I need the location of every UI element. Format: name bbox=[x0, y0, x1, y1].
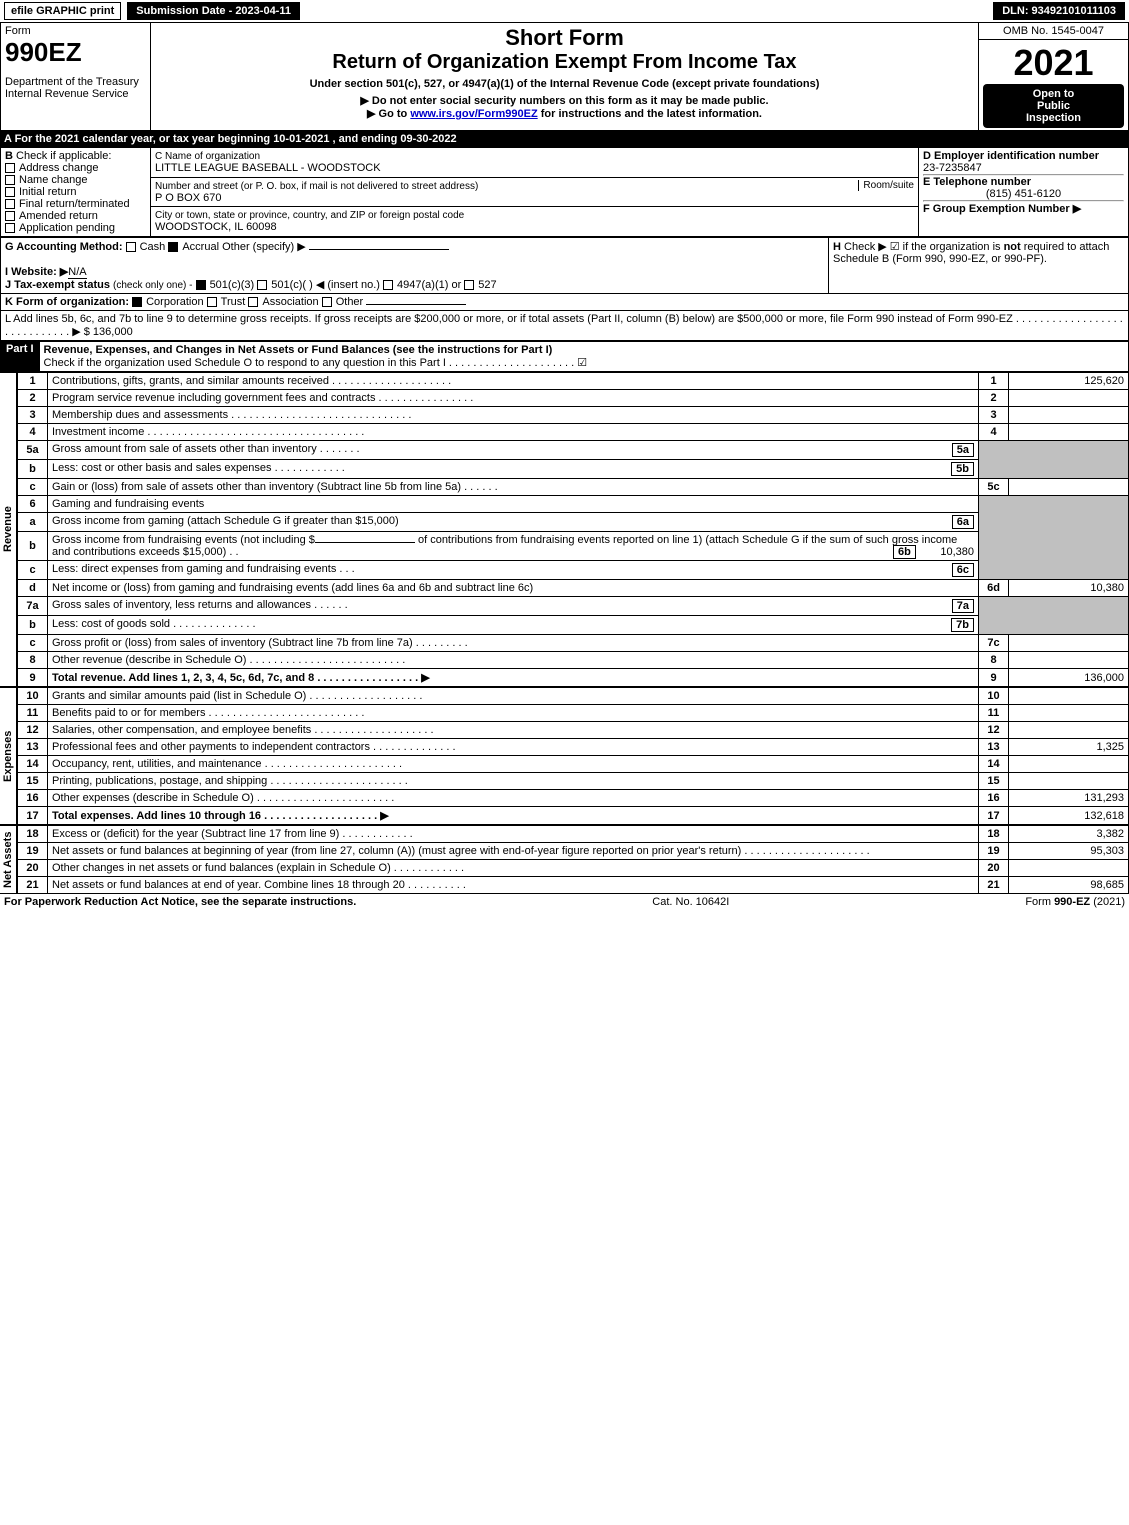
dln: DLN: 93492101011103 bbox=[993, 2, 1125, 20]
footer: For Paperwork Reduction Act Notice, see … bbox=[0, 894, 1129, 910]
section-k: K Form of organization: Corporation Trus… bbox=[0, 294, 1129, 311]
netassets-label: Net Assets bbox=[0, 825, 17, 894]
revenue-label: Revenue bbox=[0, 372, 17, 687]
note2-pre: ▶ Go to bbox=[367, 108, 410, 120]
expenses-label: Expenses bbox=[0, 687, 17, 825]
irs-link[interactable]: www.irs.gov/Form990EZ bbox=[410, 108, 537, 120]
website: N/A bbox=[68, 266, 86, 279]
topbar: efile GRAPHIC print Submission Date - 20… bbox=[0, 0, 1129, 22]
form-header: Form 990EZ Department of the Treasury In… bbox=[0, 22, 1129, 131]
omb: OMB No. 1545-0047 bbox=[979, 23, 1129, 40]
short-form-title: Short Form bbox=[155, 25, 974, 51]
irs: Internal Revenue Service bbox=[5, 88, 146, 100]
section-a: A For the 2021 calendar year, or tax yea… bbox=[0, 131, 1129, 147]
section-l: L Add lines 5b, 6c, and 7b to line 9 to … bbox=[0, 311, 1129, 341]
dept: Department of the Treasury bbox=[5, 76, 146, 88]
inspection-badge: Open to Public Inspection bbox=[983, 84, 1124, 128]
form-number: 990EZ bbox=[5, 37, 146, 68]
main-title: Return of Organization Exempt From Incom… bbox=[155, 51, 974, 74]
submission-date: Submission Date - 2023-04-11 bbox=[127, 2, 300, 20]
org-name: LITTLE LEAGUE BASEBALL - WOODSTOCK bbox=[155, 162, 381, 174]
entity-table: B Check if applicable: Address change Na… bbox=[0, 147, 1129, 237]
expense-lines: 10Grants and similar amounts paid (list … bbox=[17, 687, 1129, 825]
tax-year: 2021 bbox=[983, 42, 1124, 84]
footer-mid: Cat. No. 10642I bbox=[652, 896, 729, 908]
subtitle: Under section 501(c), 527, or 4947(a)(1)… bbox=[155, 78, 974, 90]
netasset-lines: 18Excess or (deficit) for the year (Subt… bbox=[17, 825, 1129, 894]
phone: (815) 451-6120 bbox=[923, 188, 1124, 200]
street: P O BOX 670 bbox=[155, 192, 221, 204]
note2-tail: for instructions and the latest informat… bbox=[538, 108, 762, 120]
note1: ▶ Do not enter social security numbers o… bbox=[155, 94, 974, 107]
gh-section: G Accounting Method: Cash Accrual Other … bbox=[0, 237, 1129, 294]
ein: 23-7235847 bbox=[923, 162, 982, 174]
city: WOODSTOCK, IL 60098 bbox=[155, 221, 277, 233]
footer-right: Form 990-EZ (2021) bbox=[1025, 896, 1125, 908]
form-word: Form bbox=[5, 25, 146, 37]
group-exemption: F Group Exemption Number ▶ bbox=[923, 203, 1081, 215]
footer-left: For Paperwork Reduction Act Notice, see … bbox=[4, 896, 356, 908]
efile-print-button[interactable]: efile GRAPHIC print bbox=[4, 2, 121, 20]
revenue-lines: 1Contributions, gifts, grants, and simil… bbox=[17, 372, 1129, 687]
part1-header: Part I Revenue, Expenses, and Changes in… bbox=[0, 341, 1129, 372]
